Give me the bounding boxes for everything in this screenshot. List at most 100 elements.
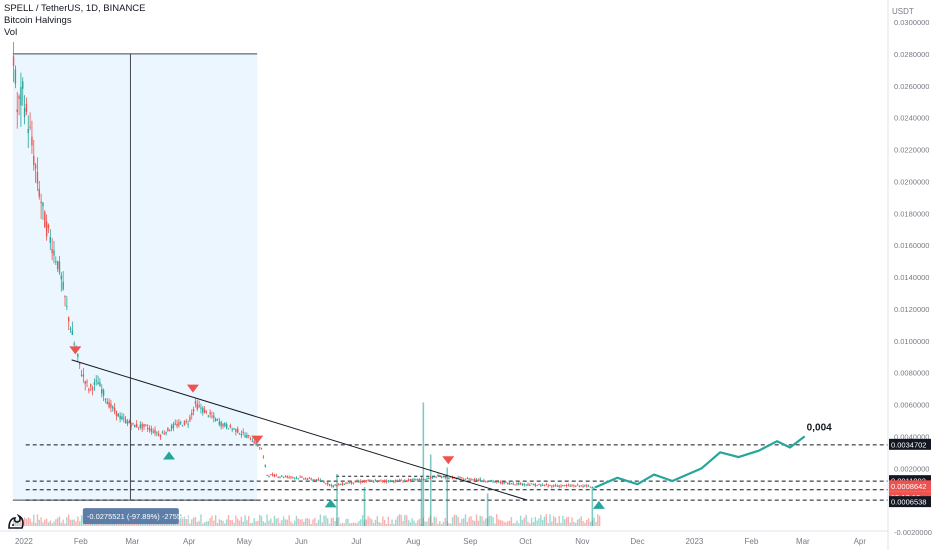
volume-bar <box>538 518 540 526</box>
candle-body <box>319 480 322 482</box>
candle-body <box>95 380 97 382</box>
volume-bar <box>286 519 288 526</box>
volume-bar <box>573 521 575 526</box>
candle-body <box>426 478 428 480</box>
candle-body <box>251 440 254 442</box>
candle-body <box>593 488 595 490</box>
volume-spike <box>591 487 594 526</box>
volume-bar <box>319 514 322 526</box>
candle-body <box>108 401 110 408</box>
candle-body <box>292 477 294 479</box>
symbol-title[interactable]: SPELL / TetherUS, 1D, BINANCE <box>4 3 146 14</box>
volume-bar <box>23 517 26 526</box>
candle-body <box>25 103 28 112</box>
volume-bar <box>356 522 358 526</box>
candle-body <box>418 479 421 481</box>
volume-bar <box>411 518 413 526</box>
candle-body <box>262 456 265 458</box>
volume-bar <box>437 523 439 526</box>
candle-body <box>77 353 79 357</box>
volume-bar <box>253 518 255 526</box>
volume-bar <box>183 516 186 526</box>
time-tick-label: Mar <box>796 537 810 546</box>
volume-bar <box>560 522 562 526</box>
tradingview-logo[interactable] <box>6 512 26 532</box>
candle-body <box>277 477 279 479</box>
candle-body <box>564 485 566 487</box>
volume-bar <box>95 523 97 526</box>
sell-marker-icon <box>69 346 82 355</box>
candle-body <box>207 415 209 417</box>
time-tick-label: Sep <box>463 537 478 546</box>
volume-bar <box>198 520 200 526</box>
candle-body <box>532 484 535 486</box>
indicator-bitcoin-halvings[interactable]: Bitcoin Halvings <box>4 15 72 26</box>
volume-bar <box>521 519 524 526</box>
candle-body <box>306 478 309 480</box>
volume-bar <box>108 523 110 526</box>
volume-bar <box>576 519 579 526</box>
volume-bar <box>383 520 386 526</box>
candle-body <box>97 382 99 385</box>
candle-body <box>451 476 454 479</box>
volume-bar <box>417 520 419 526</box>
candle-body <box>214 418 217 422</box>
candle-body <box>540 484 542 487</box>
candle-body <box>104 399 107 401</box>
candle-body <box>137 426 140 428</box>
time-tick-label: May <box>237 537 252 546</box>
price-tick-label: 0.0300000 <box>894 18 929 27</box>
candle-body <box>93 382 96 385</box>
candle-body <box>135 424 138 428</box>
price-label: 0.0008642 <box>891 482 926 491</box>
candle-body <box>507 482 509 485</box>
candle-body <box>281 475 283 477</box>
candle-body <box>358 481 360 483</box>
volume-bar <box>499 520 502 526</box>
volume-bar <box>580 516 582 526</box>
volume-bar <box>475 514 478 526</box>
volume-bar <box>424 521 426 526</box>
volume-spike <box>422 402 425 526</box>
candle-body <box>64 295 66 297</box>
price-tick-label: 0.0060000 <box>894 401 929 410</box>
buy-marker-icon <box>163 451 176 460</box>
candle-body <box>380 480 382 482</box>
volume-bar <box>25 519 28 526</box>
time-tick-label: 2022 <box>15 537 33 546</box>
candle-body <box>84 381 86 385</box>
candle-body <box>586 485 588 487</box>
volume-bar <box>273 515 276 526</box>
volume-bar <box>497 519 500 526</box>
volume-bar <box>527 521 529 526</box>
candle-body <box>571 485 573 487</box>
candle-body <box>189 416 191 421</box>
price-tick-label: 0.0260000 <box>894 82 929 91</box>
sell-marker-icon <box>186 384 199 393</box>
volume-bar <box>264 522 266 526</box>
volume-bar <box>69 519 72 526</box>
candle-body <box>60 275 63 280</box>
candle-body <box>527 483 529 486</box>
candle-body <box>159 434 162 438</box>
candle-body <box>360 480 362 483</box>
candle-body <box>374 480 377 482</box>
volume-bar <box>587 518 590 526</box>
candle-body <box>569 485 571 487</box>
candle-body <box>343 484 345 486</box>
volume-bar <box>33 514 35 526</box>
indicator-vol[interactable]: Vol <box>4 27 18 38</box>
candle-body <box>383 480 386 482</box>
candle-body <box>446 476 448 479</box>
volume-bar <box>268 520 270 526</box>
candle-body <box>508 482 511 485</box>
time-tick-label: Apr <box>183 537 196 546</box>
volume-bar <box>406 515 408 526</box>
volume-bar <box>415 523 417 526</box>
volume-bar <box>317 519 320 526</box>
volume-bar <box>12 519 15 526</box>
candle-body <box>428 478 430 480</box>
candle-body <box>356 480 358 482</box>
candle-body <box>486 481 489 483</box>
